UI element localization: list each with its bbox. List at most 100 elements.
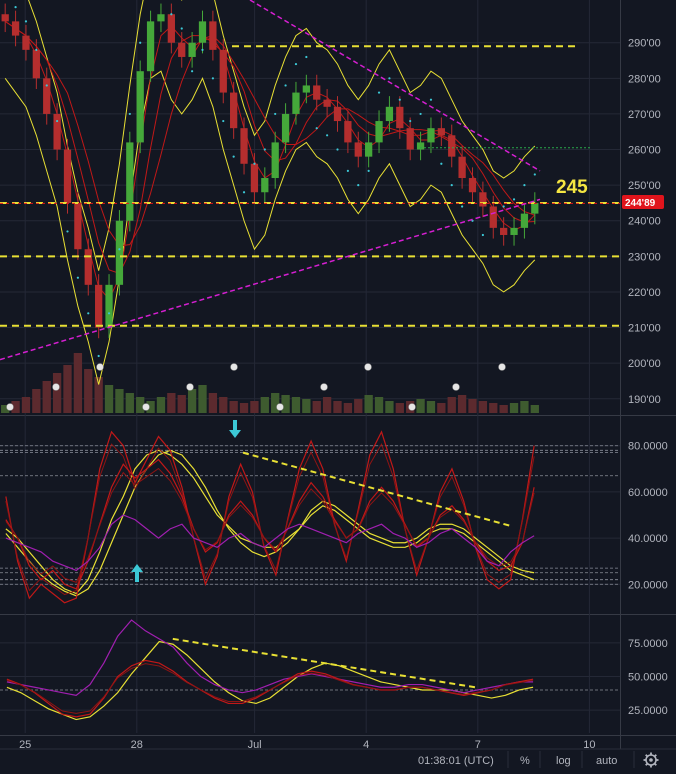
oscillator-trendline [172, 637, 476, 689]
volume-bar [322, 397, 332, 413]
sar-dot [35, 48, 38, 51]
y-tick-label: 20.0000 [628, 579, 668, 591]
sar-dot [305, 55, 308, 59]
sar-dot [128, 112, 131, 116]
support-trendline [0, 198, 541, 361]
volume-marker-dot [96, 363, 104, 371]
y-tick-label: 230'00 [628, 251, 661, 263]
sar-dot [336, 148, 339, 151]
moving-average-line [4, 20, 535, 275]
candle-body [43, 78, 51, 114]
sar-dot [87, 312, 90, 315]
percent-toggle[interactable]: % [520, 755, 530, 767]
volume-marker-dot [498, 363, 506, 371]
volume-bar [42, 381, 51, 413]
sar-dot [450, 184, 453, 187]
volume-bar [146, 401, 155, 413]
candle-body [323, 99, 331, 107]
oscillator-series-line [5, 449, 535, 595]
sar-dot [180, 27, 183, 30]
log-toggle[interactable]: log [556, 755, 571, 767]
sar-dot [76, 276, 79, 279]
volume-bar [32, 389, 41, 413]
volume-bar [509, 403, 519, 413]
sar-dot [388, 77, 391, 80]
candle-body [240, 128, 248, 164]
volume-bar [374, 397, 384, 413]
oscillator-pane-1[interactable] [0, 420, 620, 604]
candle-body [458, 156, 466, 179]
sar-dot [409, 119, 412, 123]
x-tick-label: 10 [583, 739, 595, 751]
x-tick-label: Jul [248, 739, 262, 751]
sar-dot [502, 205, 505, 208]
volume-bar [84, 369, 93, 413]
sar-dot [66, 230, 69, 233]
candle-body [489, 206, 497, 228]
candle-body [281, 113, 290, 143]
volume-bar [489, 403, 498, 413]
candle-body [468, 178, 477, 193]
price-pane[interactable] [0, 0, 620, 413]
down-arrow-marker [229, 420, 241, 438]
candle-body [178, 42, 186, 57]
candle-body [115, 220, 124, 285]
candle-body [198, 21, 207, 43]
volume-bar [291, 397, 301, 413]
candle-body [510, 227, 518, 235]
sar-dot [533, 173, 536, 176]
candle-body [448, 135, 456, 157]
y-tick-label: 80.0000 [628, 441, 668, 453]
volume-bar [11, 401, 20, 413]
bottom-control-bar: 01:38:01 (UTC) % log auto [0, 748, 676, 768]
candle-body [375, 121, 383, 143]
volume-marker-dot [408, 403, 416, 411]
sar-dot [419, 112, 422, 116]
volume-bar [187, 389, 197, 413]
sar-dot [377, 91, 381, 94]
volume-bar [457, 395, 467, 413]
volume-bar [395, 403, 404, 413]
volume-bar [239, 403, 249, 413]
candle-body [313, 85, 321, 100]
moving-average-line [4, 20, 535, 247]
volume-bar [94, 377, 103, 413]
candle-body [136, 71, 144, 143]
volume-bar [136, 397, 145, 413]
candle-body [157, 14, 165, 22]
x-tick-label: 7 [475, 739, 481, 751]
x-tick-label: 28 [131, 739, 143, 751]
candle-body [146, 21, 155, 72]
volume-bar [177, 395, 186, 413]
oscillator-series-line [6, 619, 534, 696]
candle-body [354, 142, 362, 157]
gear-icon[interactable] [643, 752, 659, 768]
oscillator-series-line [6, 663, 534, 714]
volume-marker-dot [6, 403, 14, 411]
y-tick-label: 280'00 [628, 73, 661, 85]
sar-dot [367, 169, 370, 172]
oscillator-series-line [5, 467, 535, 583]
candle-body [219, 49, 227, 93]
oscillator-pane-2[interactable] [0, 619, 620, 721]
candle-body [500, 227, 508, 235]
candle-body [479, 192, 487, 207]
candle-body [126, 142, 134, 221]
candle-body [250, 163, 259, 193]
volume-marker-dot [186, 383, 194, 391]
volume-bar [520, 401, 529, 413]
auto-toggle[interactable]: auto [596, 755, 617, 767]
volume-bar [426, 401, 436, 413]
y-tick-label: 25.0000 [628, 705, 668, 717]
price-annotation-label: 245 [556, 177, 588, 198]
candle-body [230, 92, 238, 129]
sar-dot [346, 169, 349, 172]
y-tick-label: 60.0000 [628, 487, 668, 499]
volume-bar [312, 401, 321, 413]
candle-body [437, 128, 445, 136]
volume-marker-dot [320, 383, 328, 391]
volume-bar [21, 397, 31, 413]
up-arrow-shape [131, 564, 143, 582]
volume-bar [115, 389, 124, 413]
volume-bar [499, 405, 508, 413]
